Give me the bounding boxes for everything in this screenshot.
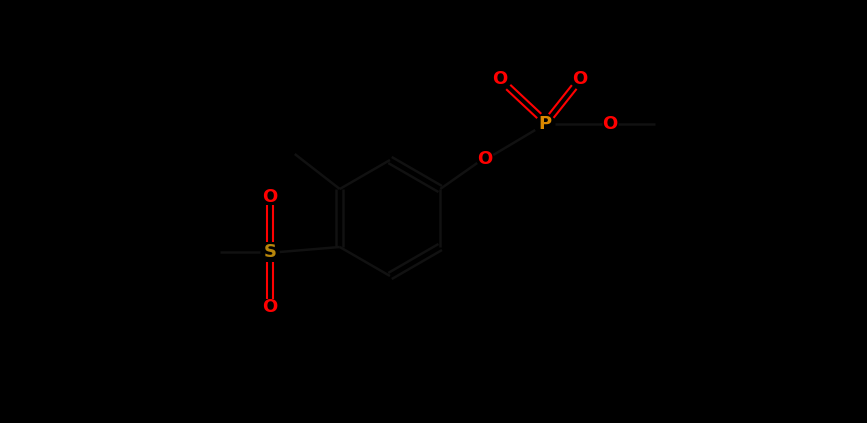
Text: O: O — [572, 70, 588, 88]
Text: O: O — [262, 188, 277, 206]
Text: P: P — [538, 115, 551, 133]
Text: S: S — [264, 243, 277, 261]
Text: O: O — [603, 115, 618, 133]
Text: O: O — [478, 150, 492, 168]
Text: O: O — [262, 298, 277, 316]
Text: O: O — [492, 70, 508, 88]
